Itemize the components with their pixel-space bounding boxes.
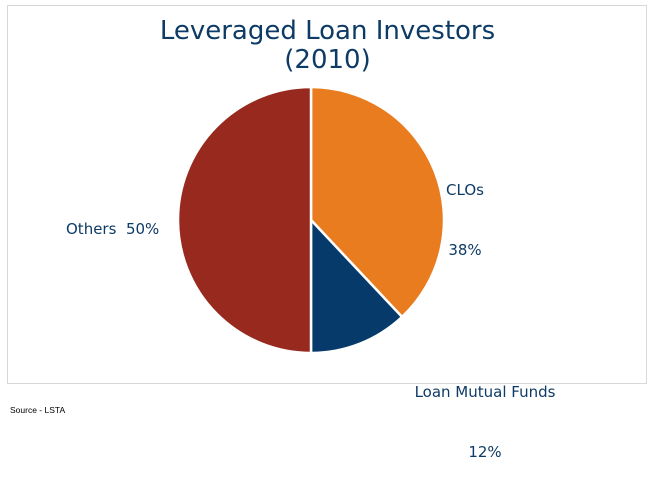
label-others-name: Others: [66, 220, 117, 238]
label-loan-mutual-funds: Loan Mutual Funds 12%: [400, 342, 570, 482]
pie-slice-loan-mutual-funds: [309, 216, 404, 355]
label-lmf-value: 12%: [468, 443, 502, 461]
source-note: Source - LSTA: [10, 405, 66, 415]
label-clos: CLOs 38%: [430, 140, 500, 280]
pie-slice-clos: [309, 85, 446, 319]
label-others-value: 50%: [125, 220, 160, 238]
label-others: Others 50%: [66, 219, 159, 239]
label-clos-name: CLOs: [446, 181, 484, 199]
chart-title: Leveraged Loan Investors: [159, 16, 496, 46]
chart-subtitle: (2010): [284, 45, 371, 75]
pie-chart: [176, 85, 446, 355]
label-clos-value: 38%: [448, 241, 482, 259]
label-lmf-name: Loan Mutual Funds: [414, 383, 556, 401]
pie-slice-others: [176, 85, 313, 355]
chart-frame: [7, 5, 647, 384]
